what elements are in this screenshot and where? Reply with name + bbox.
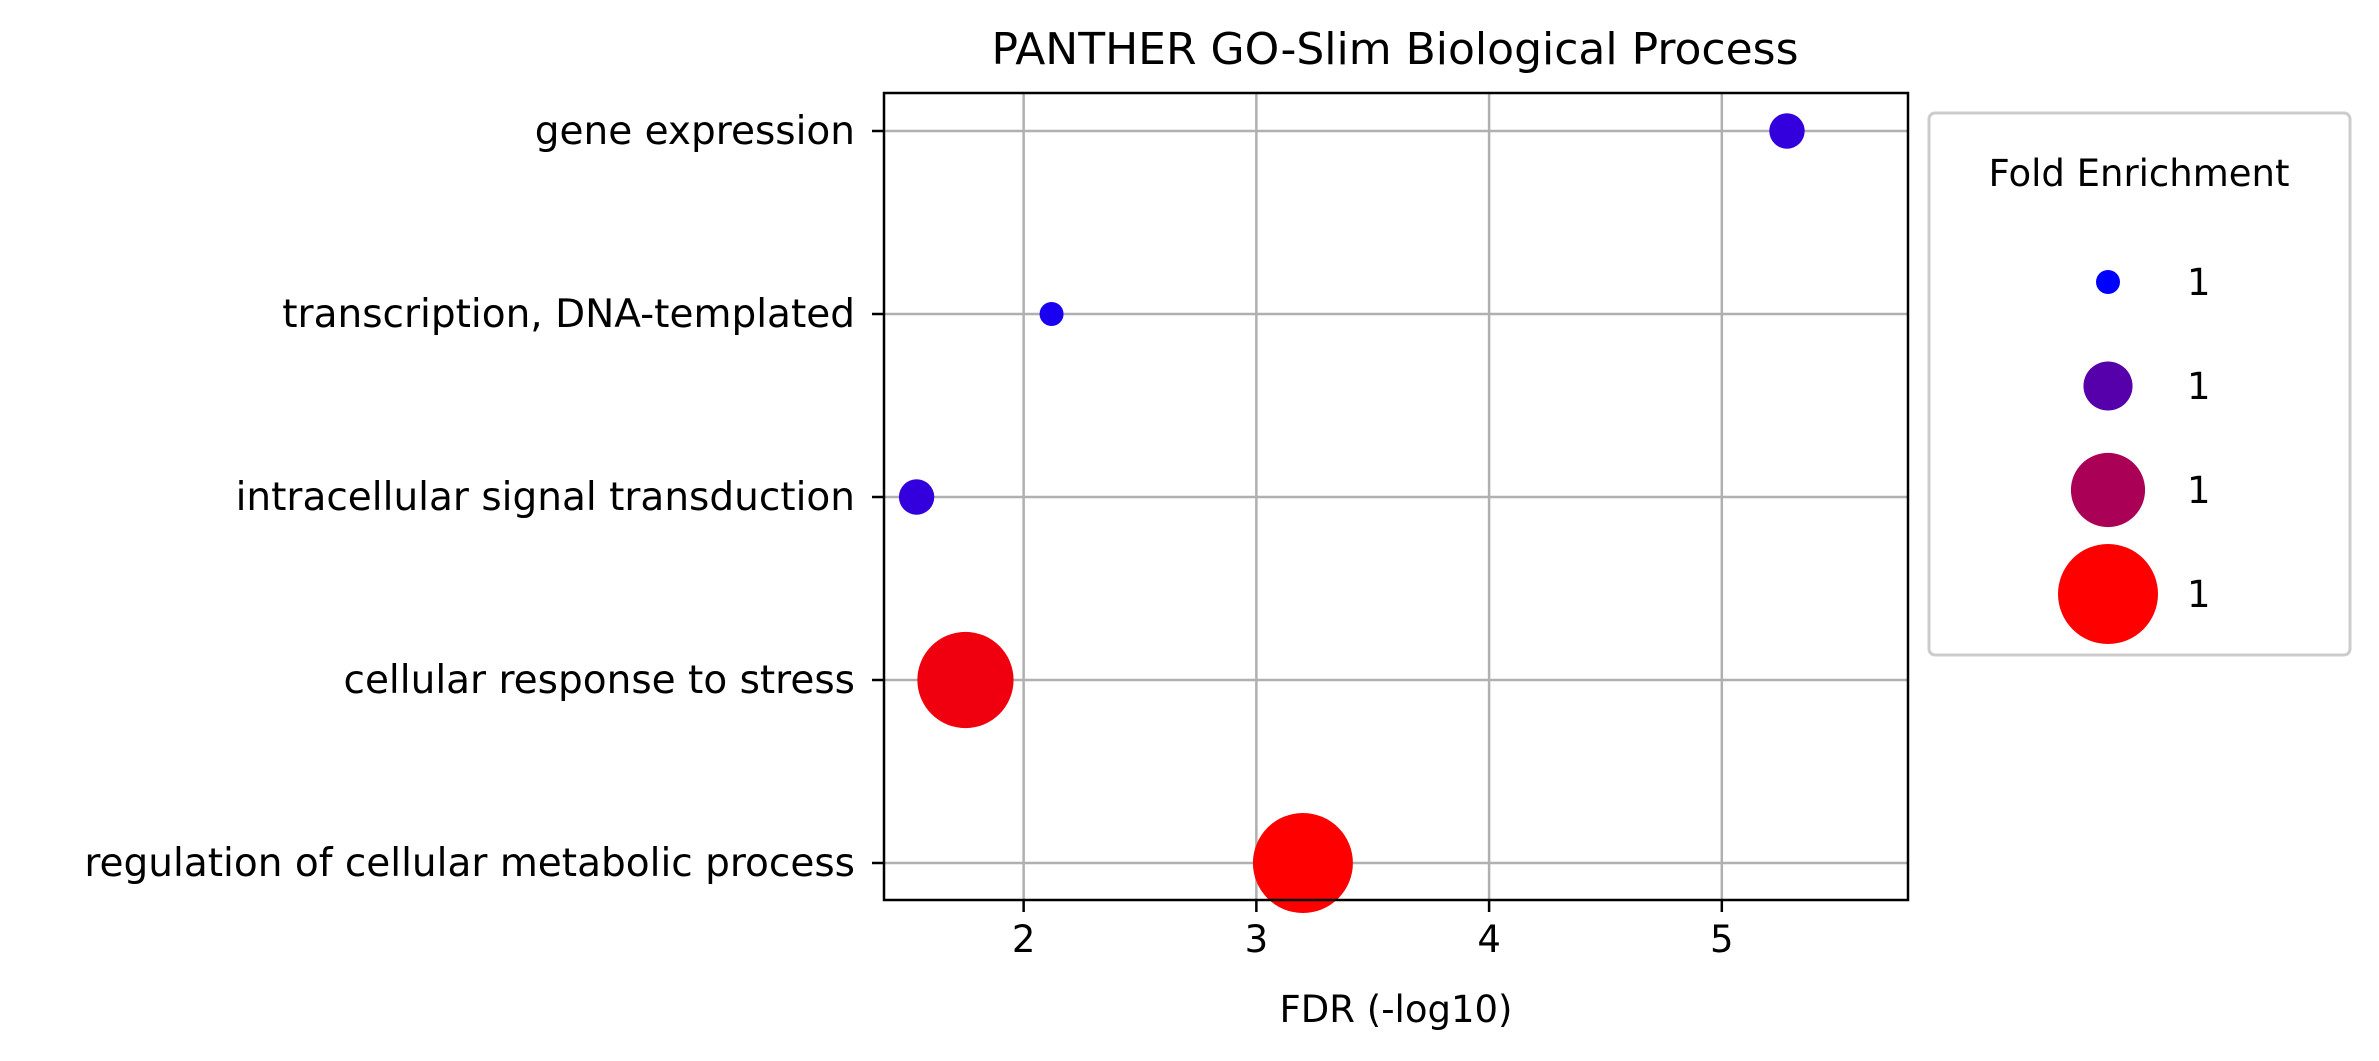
legend-marker bbox=[2070, 452, 2146, 528]
x-tick-label: 5 bbox=[1710, 918, 1734, 961]
chart-title: PANTHER GO-Slim Biological Process bbox=[991, 24, 1798, 75]
axes: 2 3 4 5 gene expression transcription, DNA-te… bbox=[84, 109, 1733, 961]
legend: Fold Enrichment 1 1 1 1 bbox=[1927, 111, 2352, 657]
x-tick-label: 2 bbox=[1012, 918, 1036, 961]
legend-title: Fold Enrichment bbox=[1988, 152, 2289, 195]
y-tick-label: regulation of cellular metabolic process bbox=[84, 841, 855, 886]
x-tick-label: 4 bbox=[1477, 918, 1501, 961]
legend-box bbox=[1927, 111, 2352, 657]
grid bbox=[884, 93, 1908, 900]
y-tick-label: gene expression bbox=[535, 109, 855, 154]
y-tick-label: cellular response to stress bbox=[344, 658, 856, 703]
legend-marker bbox=[2096, 270, 2120, 294]
data-point bbox=[898, 479, 935, 515]
data-point bbox=[1769, 113, 1805, 149]
legend-label: 1 bbox=[2187, 365, 2211, 408]
y-tick-label: intracellular signal transduction bbox=[236, 475, 855, 520]
chart-marks bbox=[898, 113, 1805, 913]
legend-marker bbox=[2058, 544, 2158, 644]
y-tick-label: transcription, DNA-templated bbox=[282, 292, 855, 337]
data-point bbox=[917, 631, 1014, 729]
legend-label: 1 bbox=[2187, 261, 2211, 304]
data-point bbox=[1252, 813, 1353, 913]
legend-label: 1 bbox=[2187, 469, 2211, 512]
x-tick-label: 3 bbox=[1245, 918, 1269, 961]
legend-label: 1 bbox=[2187, 573, 2211, 616]
legend-marker bbox=[2083, 361, 2133, 411]
data-point bbox=[1039, 302, 1064, 326]
x-axis-label: FDR (-log10) bbox=[1280, 988, 1513, 1031]
